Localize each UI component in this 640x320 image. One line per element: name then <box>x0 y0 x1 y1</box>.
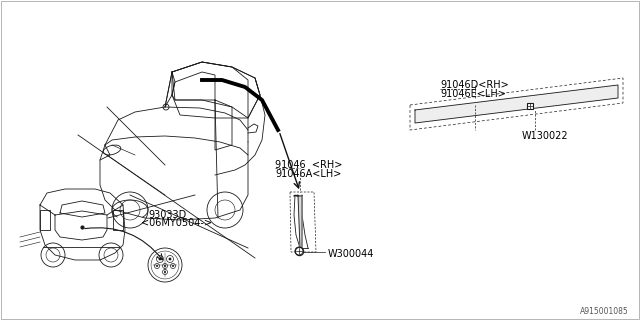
Circle shape <box>168 258 172 260</box>
Text: 91046E<LH>: 91046E<LH> <box>440 89 506 99</box>
Text: 91046A<LH>: 91046A<LH> <box>275 169 341 179</box>
Circle shape <box>156 265 158 267</box>
Text: 91046D<RH>: 91046D<RH> <box>440 80 509 90</box>
Bar <box>113 210 123 230</box>
Circle shape <box>164 271 166 273</box>
Circle shape <box>172 265 174 267</box>
Polygon shape <box>415 85 618 123</box>
Polygon shape <box>294 195 302 248</box>
Text: 91046  <RH>: 91046 <RH> <box>275 160 342 170</box>
Circle shape <box>164 265 166 267</box>
Text: A915001085: A915001085 <box>580 307 628 316</box>
Bar <box>40 210 50 230</box>
Text: W130022: W130022 <box>522 131 568 141</box>
Text: <06MY0504->: <06MY0504-> <box>141 218 212 228</box>
Text: W300044: W300044 <box>328 249 374 259</box>
Circle shape <box>159 258 161 260</box>
Text: 93033D: 93033D <box>148 210 186 220</box>
